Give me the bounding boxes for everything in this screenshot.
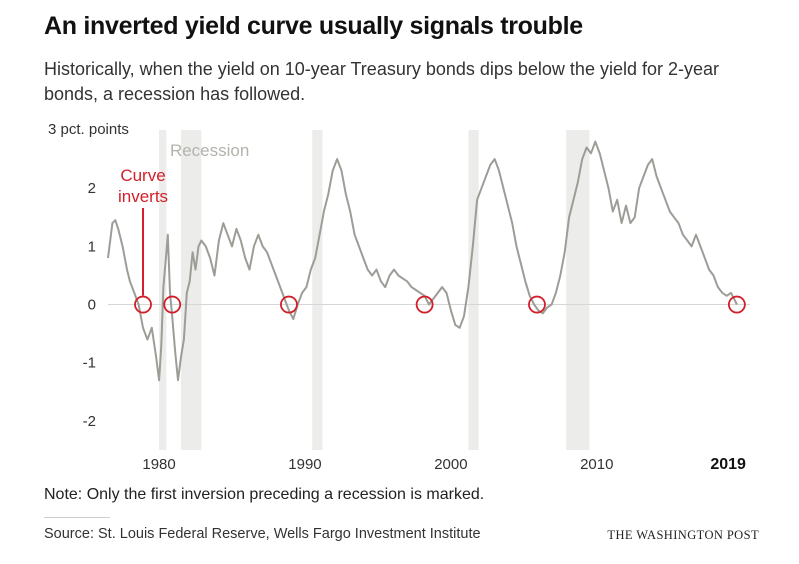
y-tick-label: 0 bbox=[88, 297, 96, 314]
recession-label: Recession bbox=[170, 141, 249, 160]
y-tick-label: -1 bbox=[83, 355, 96, 372]
inversion-marker bbox=[528, 295, 546, 314]
footer-divider bbox=[44, 517, 110, 518]
x-axis: 1980 1990 2000 2010 2019 bbox=[142, 456, 746, 473]
inversion-marker bbox=[727, 295, 746, 314]
inversion-marker bbox=[134, 295, 152, 314]
x-tick-label: 1980 bbox=[142, 456, 175, 473]
inversion-markers bbox=[134, 295, 746, 314]
y-tick-label: 1 bbox=[88, 238, 96, 255]
x-tick-label: 2000 bbox=[434, 456, 467, 473]
x-tick-label: 2010 bbox=[580, 456, 613, 473]
yield-spread-line bbox=[107, 140, 738, 382]
y-unit-label: 3 pct. points bbox=[48, 121, 129, 138]
chart-subtitle: Historically, when the yield on 10-year … bbox=[44, 59, 719, 104]
publisher-credit: THE WASHINGTON POST bbox=[607, 528, 759, 542]
recession-band bbox=[180, 130, 202, 450]
inversion-marker bbox=[280, 295, 298, 314]
y-tick-label: -2 bbox=[83, 413, 96, 430]
source-line: Source: St. Louis Federal Reserve, Wells… bbox=[44, 526, 481, 542]
curve-inverts-label-line1: Curve bbox=[120, 166, 165, 185]
recession-band bbox=[468, 130, 479, 450]
footnote: Note: Only the first inversion preceding… bbox=[44, 486, 485, 503]
y-tick-label: 2 bbox=[88, 180, 96, 197]
x-tick-label: 1990 bbox=[288, 456, 321, 473]
curve-inverts-label-line2: inverts bbox=[118, 187, 168, 206]
recession-band bbox=[566, 130, 590, 450]
recession-band bbox=[312, 130, 323, 450]
inversion-marker bbox=[163, 295, 182, 314]
chart-title: An inverted yield curve usually signals … bbox=[44, 12, 583, 40]
recession-bands bbox=[159, 130, 590, 450]
x-tick-label: 2019 bbox=[710, 456, 746, 473]
inversion-marker bbox=[415, 295, 434, 314]
y-axis: 2 1 0 -1 -2 bbox=[83, 180, 96, 430]
